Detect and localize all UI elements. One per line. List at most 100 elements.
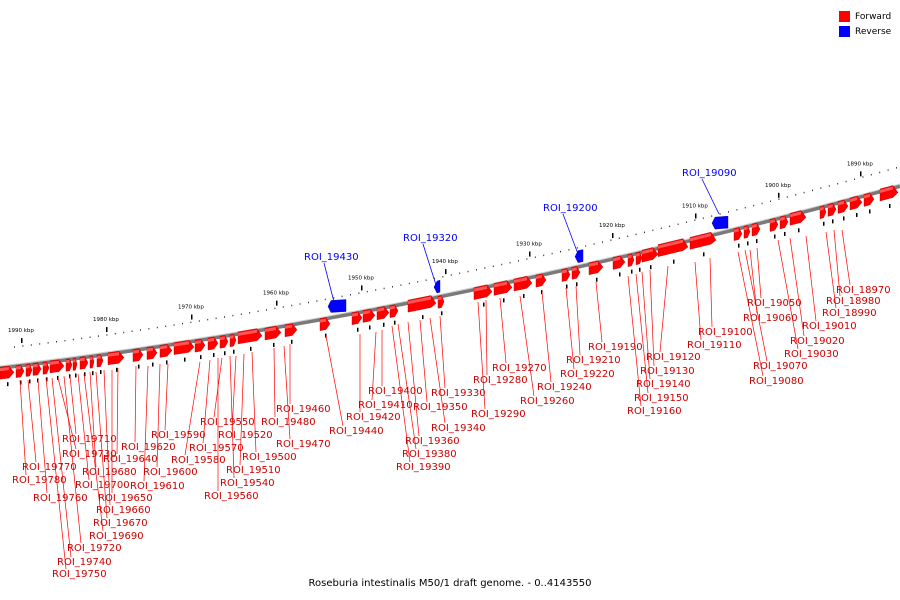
forward-gene-highlight (265, 327, 276, 332)
scale-minor-tick (224, 316, 225, 318)
forward-leader-line (19, 379, 27, 476)
forward-gene-label: ROI_19510 (226, 465, 281, 476)
scale-minor-tick (375, 289, 377, 291)
scale-minor-tick (22, 345, 24, 347)
forward-leader-line (541, 291, 552, 383)
scale-minor-tick (492, 265, 494, 268)
forward-gene-highlight (352, 312, 358, 317)
scale-minor-tick (660, 227, 662, 230)
gene-tick (291, 339, 293, 344)
forward-leader-line (45, 377, 67, 570)
scale-minor-tick (711, 215, 713, 217)
forward-leader-line (694, 261, 702, 341)
forward-leader-line (156, 363, 161, 468)
forward-leader-line (51, 377, 72, 558)
gene-tick (441, 311, 443, 316)
scale-minor-tick (896, 167, 897, 169)
forward-gene-highlight (734, 228, 739, 233)
forward-leader-line (407, 321, 420, 437)
scale-tick-mark (106, 327, 108, 333)
scale-minor-tick (392, 286, 393, 288)
gene-tick (369, 325, 371, 330)
gene-tick (738, 243, 740, 248)
gene-tick (138, 364, 140, 369)
forward-gene-highlight (208, 338, 214, 342)
forward-leader-line (251, 351, 257, 453)
scale-minor-tick (618, 237, 620, 239)
scale-minor-tick (56, 341, 57, 343)
forward-leader-line (57, 377, 77, 450)
scale-minor-tick (308, 301, 309, 304)
forward-gene-highlight (390, 305, 395, 310)
gene-tick (184, 357, 186, 362)
forward-gene-highlight (0, 367, 9, 372)
forward-gene-label: ROI_19150 (634, 393, 689, 404)
reverse-gene-label: ROI_19090 (682, 168, 737, 179)
scale-minor-tick (635, 233, 637, 236)
forward-gene-highlight (147, 347, 153, 352)
scale-tick-label: 1940 kbp (432, 259, 458, 265)
scale-minor-tick (501, 263, 503, 266)
forward-gene-label: ROI_19570 (189, 443, 244, 454)
scale-tick-label: 1970 kbp (178, 305, 204, 311)
scale-minor-tick (862, 176, 864, 178)
forward-gene-highlight (285, 324, 293, 329)
gene-tick (250, 346, 252, 351)
scale-tick-mark (445, 269, 447, 275)
gene-tick (619, 272, 621, 277)
forward-leader-line (164, 363, 169, 431)
forward-gene-highlight (50, 360, 59, 365)
gene-tick (843, 216, 845, 221)
scale-minor-tick (476, 269, 477, 271)
scale-minor-tick (887, 169, 889, 171)
scale-minor-tick (198, 320, 200, 322)
forward-gene-highlight (377, 307, 385, 312)
scale-tick-mark (276, 300, 278, 306)
forward-swatch (839, 11, 850, 22)
scale-minor-tick (131, 330, 133, 333)
gene-tick (116, 367, 118, 372)
gene-tick (673, 259, 675, 264)
scale-minor-tick (173, 324, 175, 326)
forward-gene-highlight (26, 365, 30, 369)
scale-minor-tick (534, 256, 536, 258)
reverse-leader-line (701, 178, 720, 215)
scale-minor-tick (509, 261, 511, 264)
gene-tick (774, 234, 776, 239)
forward-gene-highlight (572, 267, 577, 272)
forward-gene-label: ROI_19330 (431, 388, 486, 399)
gene-tick (823, 221, 825, 226)
forward-gene-label: ROI_19210 (566, 355, 621, 366)
forward-gene-highlight (628, 254, 632, 259)
legend-reverse: Reverse (839, 24, 891, 39)
forward-gene-label: ROI_18990 (822, 308, 877, 319)
scale-minor-tick (828, 185, 830, 187)
forward-gene-label: ROI_19080 (749, 376, 804, 387)
forward-leader-line (397, 323, 417, 450)
forward-gene-label: ROI_18980 (826, 296, 881, 307)
gene-tick (483, 302, 485, 307)
scale-tick-mark (778, 192, 780, 198)
forward-leader-line (325, 335, 344, 427)
forward-gene-label: ROI_19270 (492, 363, 547, 374)
forward-gene-label: ROI_19760 (33, 493, 88, 504)
legend-forward: Forward (839, 9, 891, 24)
reverse-swatch (839, 26, 850, 37)
gene-tick (383, 322, 385, 327)
forward-gene-highlight (66, 359, 70, 364)
scale-minor-tick (677, 223, 679, 226)
reverse-gene-label: ROI_19430 (304, 252, 359, 263)
scale-tick-label: 1930 kbp (516, 242, 542, 248)
forward-gene-label: ROI_19060 (743, 313, 798, 324)
gene-tick (523, 294, 525, 299)
forward-leader-line (134, 365, 137, 443)
forward-leader-line (749, 249, 758, 314)
forward-leader-line (641, 271, 651, 380)
forward-gene-highlight (744, 226, 748, 231)
scale-minor-tick (30, 344, 32, 346)
legend-reverse-label: Reverse (855, 26, 892, 37)
forward-gene-label: ROI_19380 (402, 449, 457, 460)
scale-minor-tick (316, 300, 318, 302)
scale-tick-mark (695, 213, 697, 219)
forward-gene-highlight (90, 356, 93, 361)
